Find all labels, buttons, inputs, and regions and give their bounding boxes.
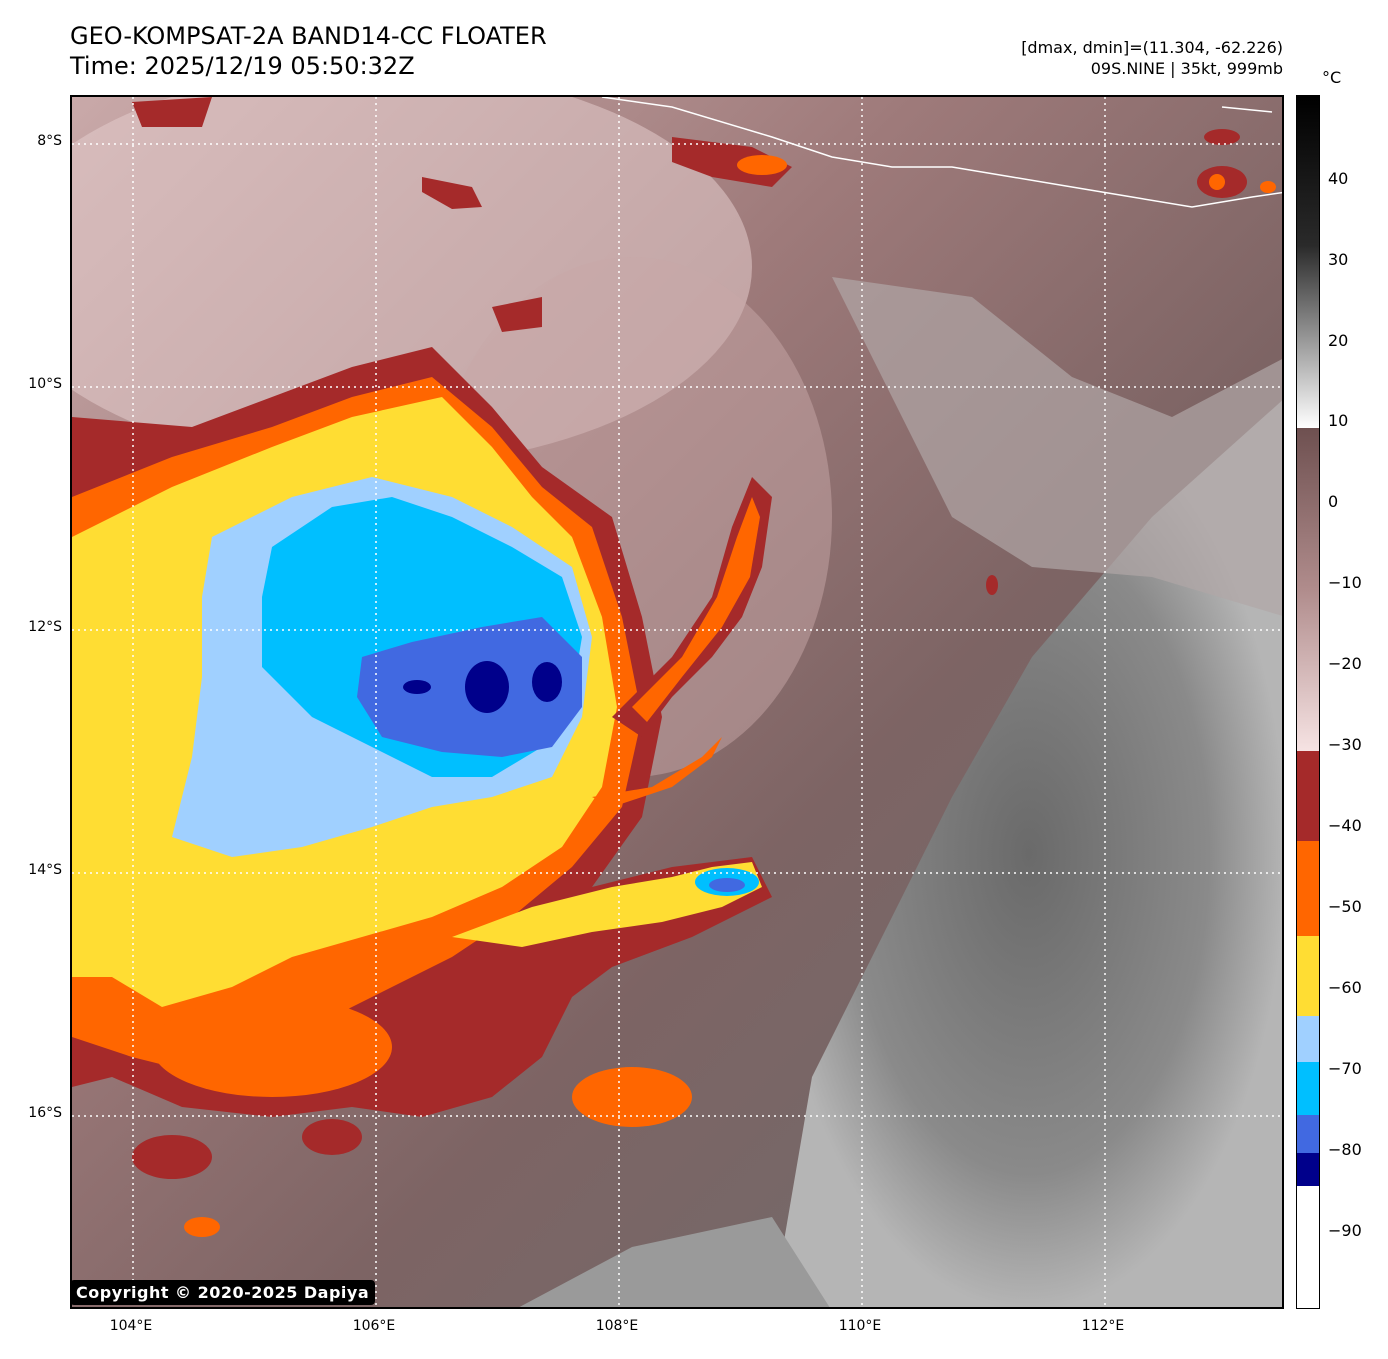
lat-label-16s: 16°S xyxy=(28,1105,62,1121)
colorbar-gradient xyxy=(1297,96,1319,1308)
colorbar-tick-minus30: −30 xyxy=(1328,735,1362,754)
colorbar-unit: °C xyxy=(1322,68,1342,87)
graticule xyxy=(72,97,1282,1307)
colorbar-tick-30: 30 xyxy=(1328,250,1349,269)
lon-label-110e: 110°E xyxy=(838,1318,882,1334)
lat-label-10s: 10°S xyxy=(28,376,62,392)
colorbar-tick-minus90: −90 xyxy=(1328,1221,1362,1240)
colorbar xyxy=(1296,95,1320,1309)
colorbar-tick-minus20: −20 xyxy=(1328,654,1362,673)
satellite-map[interactable] xyxy=(70,95,1284,1309)
lat-label-8s: 8°S xyxy=(37,133,62,149)
title-line-2: Time: 2025/12/19 05:50:32Z xyxy=(70,52,415,80)
lon-label-106e: 106°E xyxy=(352,1318,396,1334)
lon-label-104e: 104°E xyxy=(109,1318,153,1334)
colorbar-tick-40: 40 xyxy=(1328,169,1349,188)
copyright-badge: Copyright © 2020-2025 Dapiya xyxy=(70,1280,376,1305)
colorbar-tick-minus50: −50 xyxy=(1328,897,1362,916)
colorbar-tick-0: 0 xyxy=(1328,492,1339,511)
colorbar-tick-minus70: −70 xyxy=(1328,1059,1362,1078)
lat-label-12s: 12°S xyxy=(28,619,62,635)
colorbar-tick-20: 20 xyxy=(1328,331,1349,350)
colorbar-tick-minus60: −60 xyxy=(1328,978,1362,997)
colorbar-tick-10: 10 xyxy=(1328,411,1349,430)
map-imagery xyxy=(72,97,1282,1307)
lon-label-108e: 108°E xyxy=(595,1318,639,1334)
storm-info-text: 09S.NINE | 35kt, 999mb xyxy=(1090,59,1283,78)
colorbar-tick-minus10: −10 xyxy=(1328,573,1362,592)
colorbar-tick-minus40: −40 xyxy=(1328,816,1362,835)
lon-label-112e: 112°E xyxy=(1081,1318,1125,1334)
colorbar-tick-minus80: −80 xyxy=(1328,1140,1362,1159)
dmax-dmin-text: [dmax, dmin]=(11.304, -62.226) xyxy=(1021,38,1283,57)
lat-label-14s: 14°S xyxy=(28,862,62,878)
title-line-1: GEO-KOMPSAT-2A BAND14-CC FLOATER xyxy=(70,22,547,50)
